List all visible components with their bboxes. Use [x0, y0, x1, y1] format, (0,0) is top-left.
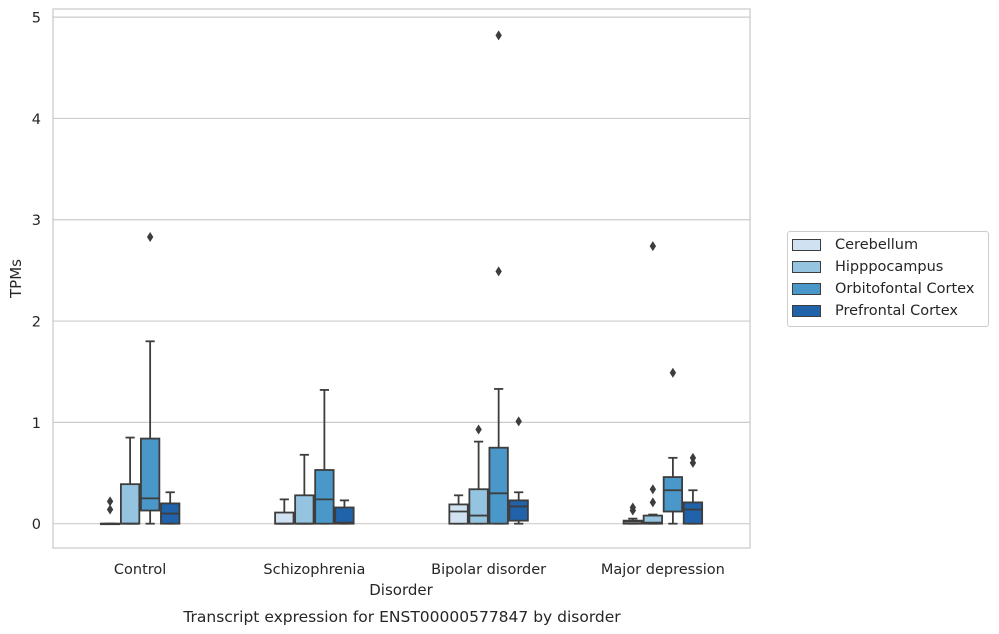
outlier-point [669, 367, 677, 378]
outlier-point [475, 424, 482, 435]
box-body [334, 506, 355, 525]
outlier-point [106, 504, 114, 515]
x-axis-label: Disorder [369, 581, 433, 599]
x-tick-labels: Control Schizophrenia Bipolar disorder Majo… [114, 562, 725, 578]
box-body [642, 514, 663, 525]
box [140, 231, 161, 525]
outlier-point [106, 496, 114, 507]
box [642, 241, 663, 525]
box [682, 452, 704, 525]
legend: Cerebellum Hipppocampus Orbitofontal Cor… [787, 231, 989, 327]
box-body [140, 437, 161, 512]
outlier-point [495, 266, 502, 277]
box [508, 416, 529, 525]
legend-label: Cerebellum [835, 237, 919, 253]
outlier-point [146, 231, 154, 242]
chart-title: Transcript expression for ENST0000057784… [182, 608, 621, 626]
box-body [682, 501, 704, 525]
legend-swatch [792, 283, 821, 295]
outlier-point [689, 452, 697, 463]
x-tick-label: Schizophrenia [263, 562, 365, 578]
box [294, 453, 315, 525]
boxes [99, 30, 704, 526]
legend-label: Hipppocampus [835, 259, 944, 275]
legend-item: Prefrontal Cortex [792, 301, 958, 321]
outlier-point [649, 484, 657, 495]
box [488, 30, 509, 525]
box [448, 494, 469, 525]
box-body [488, 446, 509, 525]
box-body [662, 476, 684, 513]
box [622, 502, 643, 525]
box [99, 496, 121, 526]
box [662, 367, 684, 525]
box [334, 499, 355, 525]
x-tick-label: Major depression [601, 562, 725, 578]
box [314, 389, 335, 525]
x-tick-label: Control [114, 562, 166, 578]
legend-item: Hipppocampus [792, 257, 943, 277]
y-tick-label: 1 [32, 416, 41, 432]
box-body [448, 503, 469, 525]
plot-frame [52, 8, 751, 549]
outlier-point [689, 457, 697, 468]
outlier-point [649, 497, 657, 508]
outlier-point [495, 30, 502, 41]
box-body [468, 488, 489, 525]
box [274, 498, 295, 525]
x-tick-label: Bipolar disorder [431, 562, 546, 578]
box-body [294, 494, 315, 525]
box-body [274, 511, 295, 525]
legend-item: Cerebellum [792, 235, 918, 255]
box-body [508, 499, 529, 522]
box-body [314, 469, 335, 525]
y-tick-label: 2 [32, 315, 41, 331]
y-tick-labels: 0 1 2 3 4 5 [32, 11, 41, 534]
y-tick-label: 0 [32, 517, 41, 533]
legend-swatch [792, 261, 821, 273]
outlier-point [649, 241, 657, 252]
y-axis-label: TPMs [7, 259, 25, 299]
box [119, 436, 141, 525]
outlier-point [515, 416, 522, 427]
legend-swatch [792, 239, 821, 251]
y-tick-label: 5 [32, 11, 41, 27]
legend-label: Prefrontal Cortex [835, 303, 958, 319]
outlier-point [629, 502, 637, 513]
y-tick-label: 3 [32, 213, 41, 229]
box [160, 491, 181, 525]
box [468, 424, 489, 525]
legend-swatch [792, 305, 821, 317]
y-tick-label: 4 [32, 112, 41, 128]
legend-label: Orbitofontal Cortex [835, 281, 975, 297]
box-body [119, 483, 141, 525]
legend-item: Orbitofontal Cortex [792, 279, 974, 299]
